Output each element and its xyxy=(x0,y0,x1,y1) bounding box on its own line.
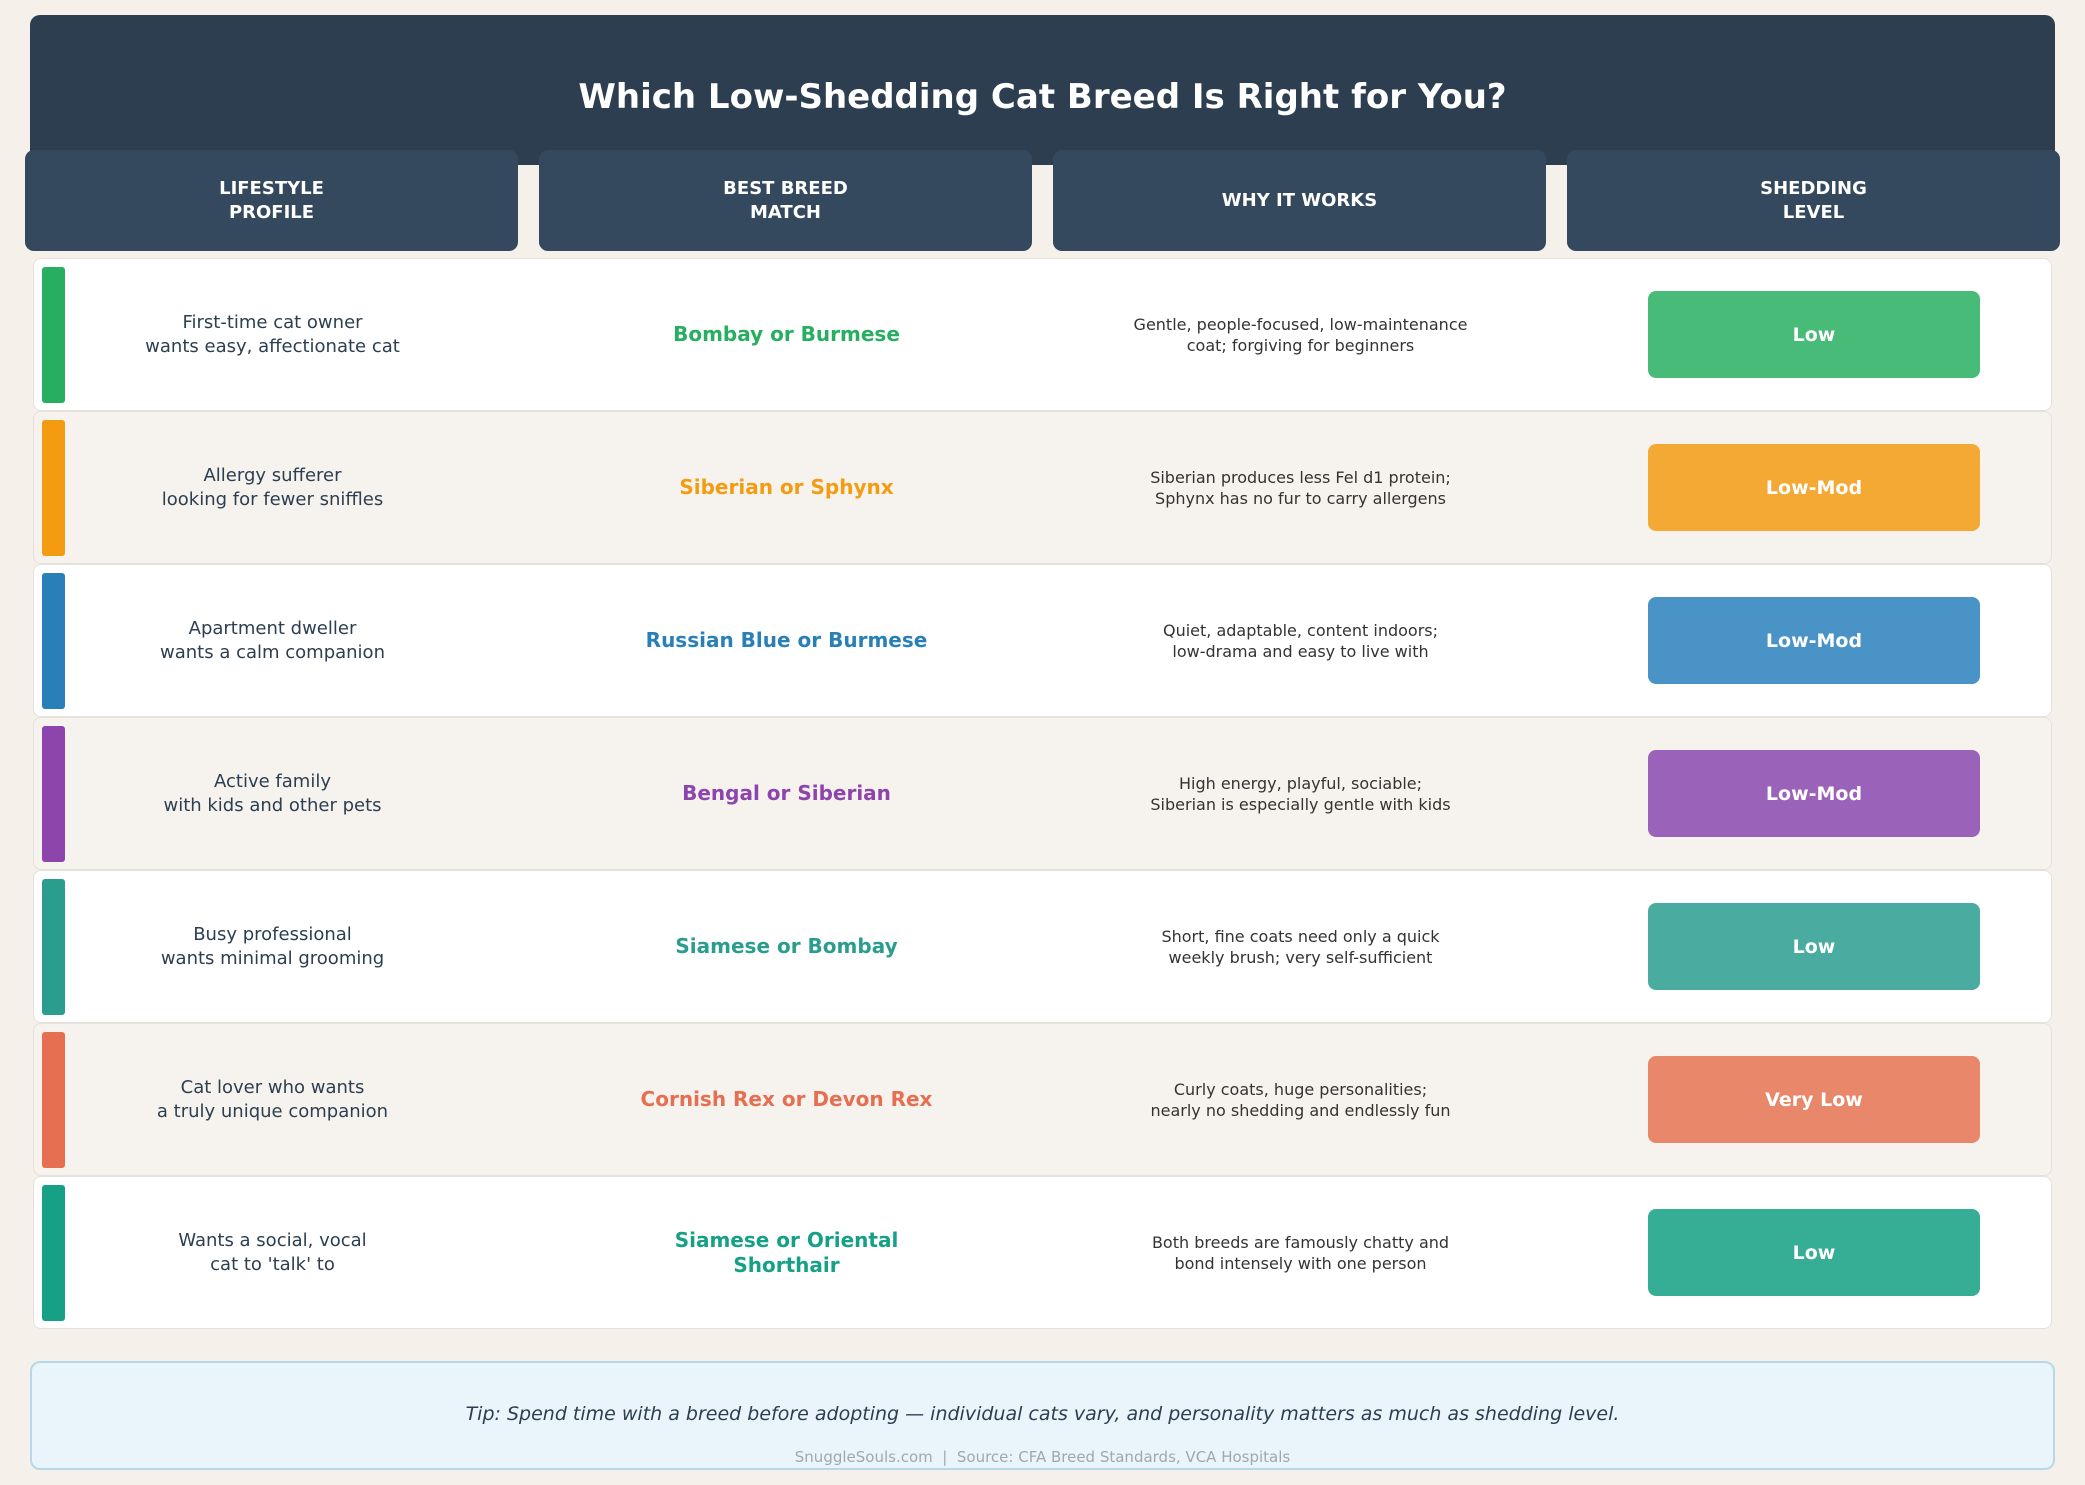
table-row: Apartment dweller wants a calm companion… xyxy=(33,564,2052,717)
row-accent xyxy=(42,267,65,403)
table-row: Active family with kids and other pets Be… xyxy=(33,717,2052,870)
lifestyle-profile: Busy professional wants minimal grooming xyxy=(160,923,385,969)
table-row: First-time cat owner wants easy, affecti… xyxy=(33,258,2052,411)
breed-match: Russian Blue or Burmese xyxy=(645,628,928,652)
why-it-works: Siberian produces less Fel d1 protein; S… xyxy=(1150,467,1451,508)
breed-match: Siamese or Bombay xyxy=(675,934,898,958)
column-header: LIFESTYLE PROFILE xyxy=(25,150,518,251)
shedding-badge: Low xyxy=(1648,1209,1980,1296)
credit: SnuggleSouls.com | Source: CFA Breed Sta… xyxy=(794,1448,1291,1466)
row-accent xyxy=(42,1185,65,1321)
footer: Tip: Spend time with a breed before adop… xyxy=(30,1361,2055,1470)
column-header: SHEDDING LEVEL xyxy=(1567,150,2060,251)
shedding-badge: Very Low xyxy=(1648,1056,1980,1143)
row-accent xyxy=(42,726,65,862)
table-row: Cat lover who wants a truly unique compa… xyxy=(33,1023,2052,1176)
row-accent xyxy=(42,573,65,709)
tip: Tip: Spend time with a breed before adop… xyxy=(465,1403,1620,1425)
lifestyle-profile: Active family with kids and other pets xyxy=(163,770,382,816)
row-accent xyxy=(42,420,65,556)
table-row: Busy professional wants minimal grooming… xyxy=(33,870,2052,1023)
column-header: BEST BREED MATCH xyxy=(539,150,1032,251)
title-banner: Which Low-Shedding Cat Breed Is Right fo… xyxy=(30,15,2055,165)
table-row: Allergy sufferer looking for fewer sniff… xyxy=(33,411,2052,564)
breed-match: Cornish Rex or Devon Rex xyxy=(640,1087,933,1111)
why-it-works: Curly coats, huge personalities; nearly … xyxy=(1150,1079,1451,1120)
column-header: WHY IT WORKS xyxy=(1053,150,1546,251)
row-accent xyxy=(42,879,65,1015)
lifestyle-profile: Allergy sufferer looking for fewer sniff… xyxy=(161,464,384,510)
lifestyle-profile: First-time cat owner wants easy, affecti… xyxy=(145,311,400,357)
shedding-badge: Low-Mod xyxy=(1648,597,1980,684)
breed-match: Siberian or Sphynx xyxy=(679,475,894,499)
breed-match: Bengal or Siberian xyxy=(682,781,891,805)
breed-match: Bombay or Burmese xyxy=(673,322,900,346)
table-row: Wants a social, vocal cat to 'talk' to Si… xyxy=(33,1176,2052,1329)
row-accent xyxy=(42,1032,65,1168)
title: Which Low-Shedding Cat Breed Is Right fo… xyxy=(578,77,1507,117)
shedding-badge: Low-Mod xyxy=(1648,750,1980,837)
shedding-badge: Low xyxy=(1648,291,1980,378)
shedding-badge: Low xyxy=(1648,903,1980,990)
why-it-works: High energy, playful, sociable; Siberian… xyxy=(1150,773,1451,814)
why-it-works: Short, fine coats need only a quick week… xyxy=(1161,926,1440,967)
why-it-works: Gentle, people-focused, low-maintenance … xyxy=(1133,314,1468,355)
why-it-works: Both breeds are famously chatty and bond… xyxy=(1151,1232,1450,1273)
lifestyle-profile: Wants a social, vocal cat to 'talk' to xyxy=(178,1229,367,1275)
why-it-works: Quiet, adaptable, content indoors; low-d… xyxy=(1162,620,1439,661)
lifestyle-profile: Cat lover who wants a truly unique compa… xyxy=(156,1076,389,1122)
breed-match: Siamese or Oriental Shorthair xyxy=(674,1227,899,1277)
lifestyle-profile: Apartment dweller wants a calm companion xyxy=(160,617,385,663)
shedding-badge: Low-Mod xyxy=(1648,444,1980,531)
